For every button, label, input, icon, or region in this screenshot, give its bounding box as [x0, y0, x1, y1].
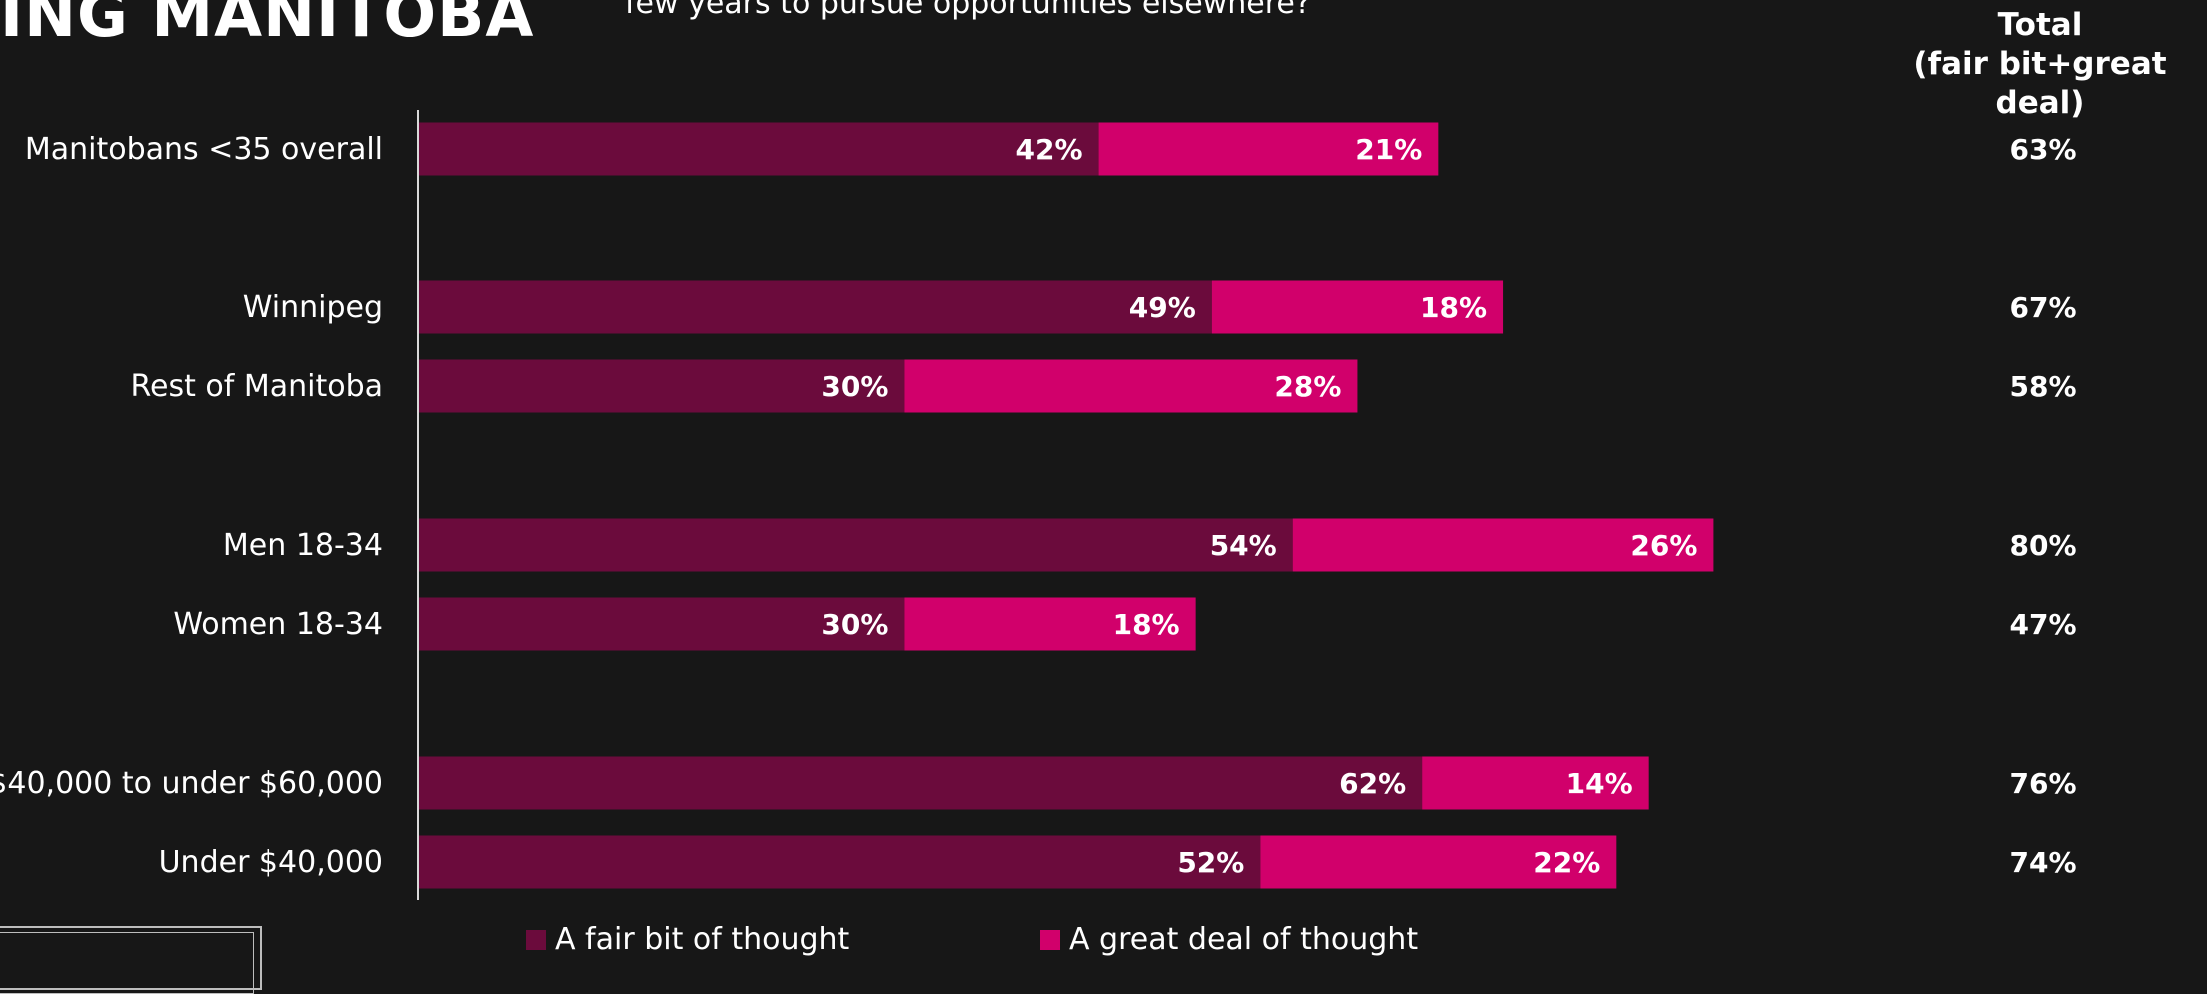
total-value: 63% [2009, 133, 2076, 166]
bar-fair-bit [419, 280, 1212, 334]
legend-item-great-deal: A great deal of thought [1040, 922, 1418, 957]
data-label-great-deal: 14% [1566, 767, 1633, 800]
total-column-header: Total (fair bit+great deal) [1870, 6, 2207, 123]
data-label-fair-bit: 30% [821, 370, 888, 403]
stacked-bar-chart: Manitobans <35 overall 42% 21% 63% Winnipeg 4… [0, 110, 2077, 900]
category-label: Winnipeg [243, 290, 383, 325]
total-header-line1: Total [1997, 7, 2083, 43]
data-label-fair-bit: 30% [821, 608, 888, 641]
total-value: 58% [2009, 370, 2076, 403]
legend-label-great-deal: A great deal of thought [1069, 922, 1419, 957]
bar-fair-bit [419, 756, 1423, 810]
total-value: 47% [2009, 608, 2076, 641]
logo-frame-inner [0, 932, 254, 994]
bar-fair-bit [419, 122, 1099, 176]
data-label-great-deal: 26% [1630, 529, 1697, 562]
bar-fair-bit [419, 597, 905, 651]
bar-great-deal [1260, 835, 1617, 889]
bar-great-deal [1098, 122, 1439, 176]
data-label-great-deal: 18% [1420, 291, 1487, 324]
bar-great-deal [904, 359, 1358, 413]
bar-fair-bit [419, 518, 1293, 572]
bar-fair-bit [419, 359, 905, 413]
data-label-fair-bit: 54% [1210, 529, 1277, 562]
bar-great-deal [904, 597, 1196, 651]
chart-question: few years to pursue opportunities elsewh… [625, 0, 1311, 21]
category-label: Manitobans <35 overall [25, 132, 383, 167]
bar-great-deal [1211, 280, 1504, 334]
category-label: $40,000 to under $60,000 [0, 766, 383, 801]
legend-label-fair-bit: A fair bit of thought [555, 922, 850, 957]
total-header-line2: (fair bit+great deal) [1913, 46, 2167, 121]
data-label-great-deal: 28% [1274, 370, 1341, 403]
data-label-fair-bit: 42% [1016, 133, 1083, 166]
total-value: 80% [2009, 529, 2076, 562]
category-label: Rest of Manitoba [131, 369, 384, 404]
data-label-fair-bit: 52% [1177, 846, 1244, 879]
data-label-fair-bit: 49% [1129, 291, 1196, 324]
bar-great-deal [1422, 756, 1649, 810]
category-label: Under $40,000 [159, 845, 383, 880]
data-label-great-deal: 21% [1355, 133, 1422, 166]
total-value: 74% [2009, 846, 2076, 879]
chart-title: ING MANITOBA [0, 0, 535, 51]
data-label-great-deal: 22% [1533, 846, 1600, 879]
bar-great-deal [1292, 518, 1714, 572]
data-label-great-deal: 18% [1113, 608, 1180, 641]
total-value: 67% [2009, 291, 2076, 324]
legend-swatch-great-deal [1040, 929, 1060, 950]
category-label: Women 18-34 [173, 607, 383, 642]
bar-fair-bit [419, 835, 1261, 889]
total-value: 76% [2009, 767, 2076, 800]
data-label-fair-bit: 62% [1339, 767, 1406, 800]
legend-swatch-fair-bit [526, 929, 546, 950]
legend-item-fair-bit: A fair bit of thought [526, 922, 849, 957]
category-label: Men 18-34 [223, 528, 383, 563]
